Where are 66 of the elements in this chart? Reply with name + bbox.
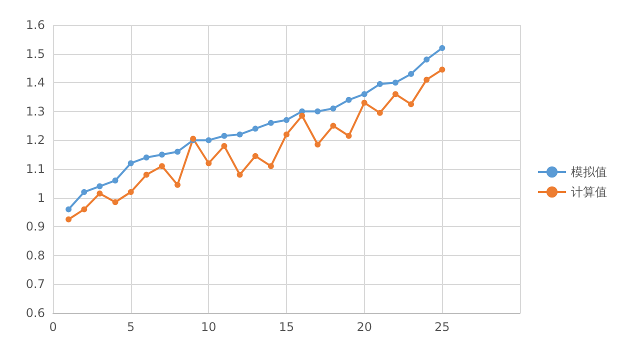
point [376,81,383,88]
point [96,183,103,190]
x-tick-label: 20 [356,320,372,334]
point [143,154,150,160]
point [392,91,398,98]
point [408,70,414,77]
y-tick-label: 1.3 [26,104,45,118]
point [361,91,368,98]
point [81,189,88,196]
point [252,126,258,132]
point [96,190,103,196]
point [268,163,274,170]
point [158,152,165,158]
point [81,206,88,212]
point [221,132,228,139]
y-tick-label: 1 [37,190,45,205]
x-tick-label: 15 [278,320,294,334]
point [346,96,352,103]
x-tick-label: 25 [434,320,450,334]
point [392,80,398,86]
point [206,137,212,144]
point [112,199,118,206]
x-tick-label: 10 [201,320,216,334]
y-tick-label: 1.2 [26,133,45,148]
point [361,100,368,106]
point [128,189,134,196]
point [252,153,258,160]
point [284,117,290,124]
legend-label: 计算值 [571,185,607,199]
x-tick-label: 5 [127,320,135,334]
y-tick-label: 1.4 [26,76,45,90]
point [439,66,446,73]
point [236,172,243,178]
y-tick-label: 0.8 [26,248,45,262]
y-tick-label: 1.6 [26,18,45,32]
point [408,101,414,108]
point [299,112,306,119]
y-tick-label: 0.9 [26,220,45,234]
point [206,160,212,166]
y-tick-label: 1.5 [26,46,45,61]
point [439,45,446,52]
point [424,56,430,63]
point [66,206,72,212]
point [112,178,118,184]
y-tick-label: 0.6 [26,306,45,320]
point [346,132,352,139]
point [424,76,430,83]
point [314,108,321,114]
point [174,148,181,155]
point [376,110,383,116]
point [330,106,336,112]
point [268,120,274,126]
x-tick-label: 0 [49,320,57,334]
point [236,131,243,138]
point [158,163,165,170]
point [221,142,228,149]
y-tick-label: 0.7 [26,277,45,292]
point [174,182,181,188]
point [66,216,72,222]
point [284,131,290,138]
point [314,142,321,148]
point [143,172,150,178]
legend-label: 模拟值 [571,165,607,179]
point [330,122,336,129]
y-tick-label: 1.1 [26,162,45,176]
point [128,160,134,166]
